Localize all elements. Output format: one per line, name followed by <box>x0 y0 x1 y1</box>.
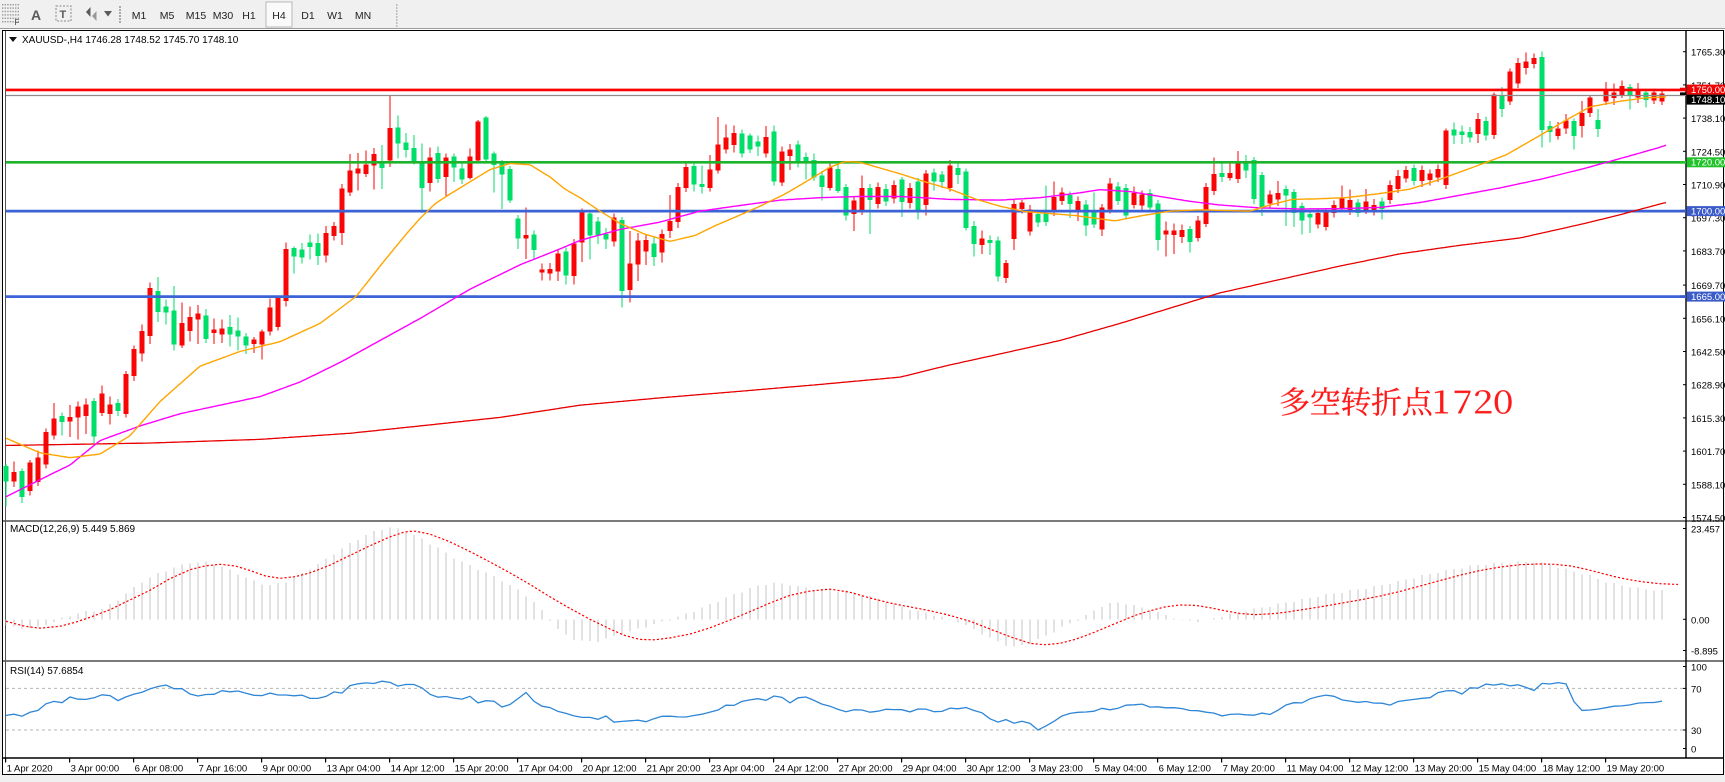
svg-text:H4: H4 <box>272 10 286 22</box>
svg-text:MACD(12,26,9) 5.449 5.869: MACD(12,26,9) 5.449 5.869 <box>10 524 136 535</box>
svg-text:29 Apr 04:00: 29 Apr 04:00 <box>903 764 957 775</box>
svg-text:-8.895: -8.895 <box>1691 647 1718 658</box>
svg-text:M5: M5 <box>160 10 175 22</box>
svg-text:1588.10: 1588.10 <box>1691 480 1725 491</box>
svg-text:27 Apr 20:00: 27 Apr 20:00 <box>839 764 893 775</box>
svg-text:13 May 20:00: 13 May 20:00 <box>1415 764 1473 775</box>
svg-text:23 Apr 04:00: 23 Apr 04:00 <box>711 764 765 775</box>
svg-text:1683.70: 1683.70 <box>1691 247 1725 258</box>
svg-text:18 May 12:00: 18 May 12:00 <box>1543 764 1601 775</box>
svg-text:A: A <box>31 7 41 23</box>
svg-text:14 Apr 12:00: 14 Apr 12:00 <box>391 764 445 775</box>
svg-text:H1: H1 <box>242 10 256 22</box>
svg-text:0.00: 0.00 <box>1691 615 1710 626</box>
svg-text:0: 0 <box>1691 745 1696 756</box>
svg-text:RSI(14) 57.6854: RSI(14) 57.6854 <box>10 666 84 677</box>
svg-text:15 May 04:00: 15 May 04:00 <box>1479 764 1537 775</box>
svg-text:1615.30: 1615.30 <box>1691 414 1725 425</box>
svg-text:1697.30: 1697.30 <box>1691 214 1725 225</box>
svg-text:13 Apr 04:00: 13 Apr 04:00 <box>327 764 381 775</box>
svg-text:1669.70: 1669.70 <box>1691 281 1725 292</box>
svg-text:100: 100 <box>1691 663 1707 674</box>
svg-text:1642.50: 1642.50 <box>1691 348 1725 359</box>
svg-text:M15: M15 <box>186 10 207 22</box>
svg-text:XAUUSD-,H4 1746.28 1748.52 17: XAUUSD-,H4 1746.28 1748.52 1745.70 1748.… <box>22 35 239 46</box>
svg-text:1710.90: 1710.90 <box>1691 181 1725 192</box>
svg-text:M30: M30 <box>213 10 234 22</box>
svg-text:21 Apr 20:00: 21 Apr 20:00 <box>647 764 701 775</box>
svg-text:1738.10: 1738.10 <box>1691 114 1725 125</box>
svg-text:1765.30: 1765.30 <box>1691 48 1725 59</box>
svg-text:9 Apr 00:00: 9 Apr 00:00 <box>263 764 312 775</box>
svg-text:1656.10: 1656.10 <box>1691 314 1725 325</box>
svg-text:1724.50: 1724.50 <box>1691 147 1725 158</box>
svg-text:T: T <box>60 9 67 21</box>
svg-text:1750.00: 1750.00 <box>1691 85 1725 96</box>
svg-text:70: 70 <box>1691 684 1702 695</box>
svg-text:6 Apr 08:00: 6 Apr 08:00 <box>135 764 184 775</box>
svg-text:23.457: 23.457 <box>1691 525 1720 536</box>
svg-text:20 Apr 12:00: 20 Apr 12:00 <box>583 764 637 775</box>
svg-text:1720.00: 1720.00 <box>1691 158 1725 169</box>
svg-text:5 May 04:00: 5 May 04:00 <box>1095 764 1147 775</box>
svg-text:24 Apr 12:00: 24 Apr 12:00 <box>775 764 829 775</box>
svg-text:7 May 20:00: 7 May 20:00 <box>1223 764 1275 775</box>
svg-text:15 Apr 20:00: 15 Apr 20:00 <box>455 764 509 775</box>
svg-text:17 Apr 04:00: 17 Apr 04:00 <box>519 764 573 775</box>
svg-text:1574.50: 1574.50 <box>1691 514 1725 525</box>
svg-text:MN: MN <box>355 10 371 22</box>
svg-text:1665.00: 1665.00 <box>1691 292 1725 303</box>
svg-text:1601.70: 1601.70 <box>1691 447 1725 458</box>
svg-text:1 Apr 2020: 1 Apr 2020 <box>7 764 53 775</box>
svg-text:F: F <box>15 18 20 27</box>
svg-text:D1: D1 <box>301 10 315 22</box>
svg-text:1700.00: 1700.00 <box>1691 206 1725 217</box>
svg-text:12 May 12:00: 12 May 12:00 <box>1351 764 1409 775</box>
svg-text:3 May 23:00: 3 May 23:00 <box>1031 764 1083 775</box>
svg-text:30: 30 <box>1691 726 1702 737</box>
svg-text:6 May 12:00: 6 May 12:00 <box>1159 764 1211 775</box>
svg-text:19 May 20:00: 19 May 20:00 <box>1607 764 1665 775</box>
svg-text:M1: M1 <box>132 10 147 22</box>
svg-text:3 Apr 00:00: 3 Apr 00:00 <box>71 764 120 775</box>
svg-text:11 May 04:00: 11 May 04:00 <box>1287 764 1344 775</box>
svg-text:W1: W1 <box>327 10 343 22</box>
svg-text:30 Apr 12:00: 30 Apr 12:00 <box>967 764 1021 775</box>
svg-text:7 Apr 16:00: 7 Apr 16:00 <box>199 764 248 775</box>
svg-text:1748.10: 1748.10 <box>1691 95 1725 106</box>
svg-text:1628.90: 1628.90 <box>1691 381 1725 392</box>
